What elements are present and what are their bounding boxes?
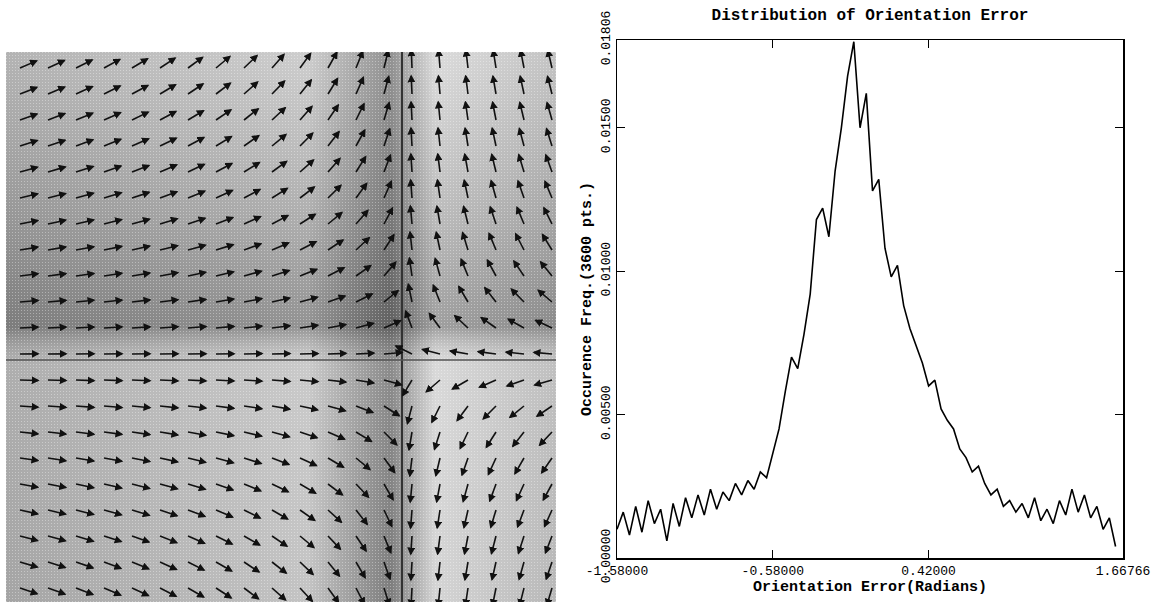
svg-text:0.01000: 0.01000 (599, 242, 614, 297)
svg-text:1.66766: 1.66766 (1096, 564, 1151, 579)
svg-text:-1.58000: -1.58000 (586, 564, 648, 579)
svg-text:Occurence Freq.(3600 pts.): Occurence Freq.(3600 pts.) (579, 182, 596, 416)
svg-text:0.42000: 0.42000 (901, 564, 956, 579)
svg-text:0.01806: 0.01806 (599, 11, 614, 66)
svg-text:0.00500: 0.00500 (599, 385, 614, 440)
svg-text:Orientation Error(Radians): Orientation Error(Radians) (753, 579, 987, 596)
svg-text:Distribution of Orientation Er: Distribution of Orientation Error (712, 7, 1029, 25)
svg-text:0.01500: 0.01500 (599, 99, 614, 154)
svg-text:0.00000: 0.00000 (599, 529, 614, 584)
svg-text:-0.58000: -0.58000 (742, 564, 804, 579)
